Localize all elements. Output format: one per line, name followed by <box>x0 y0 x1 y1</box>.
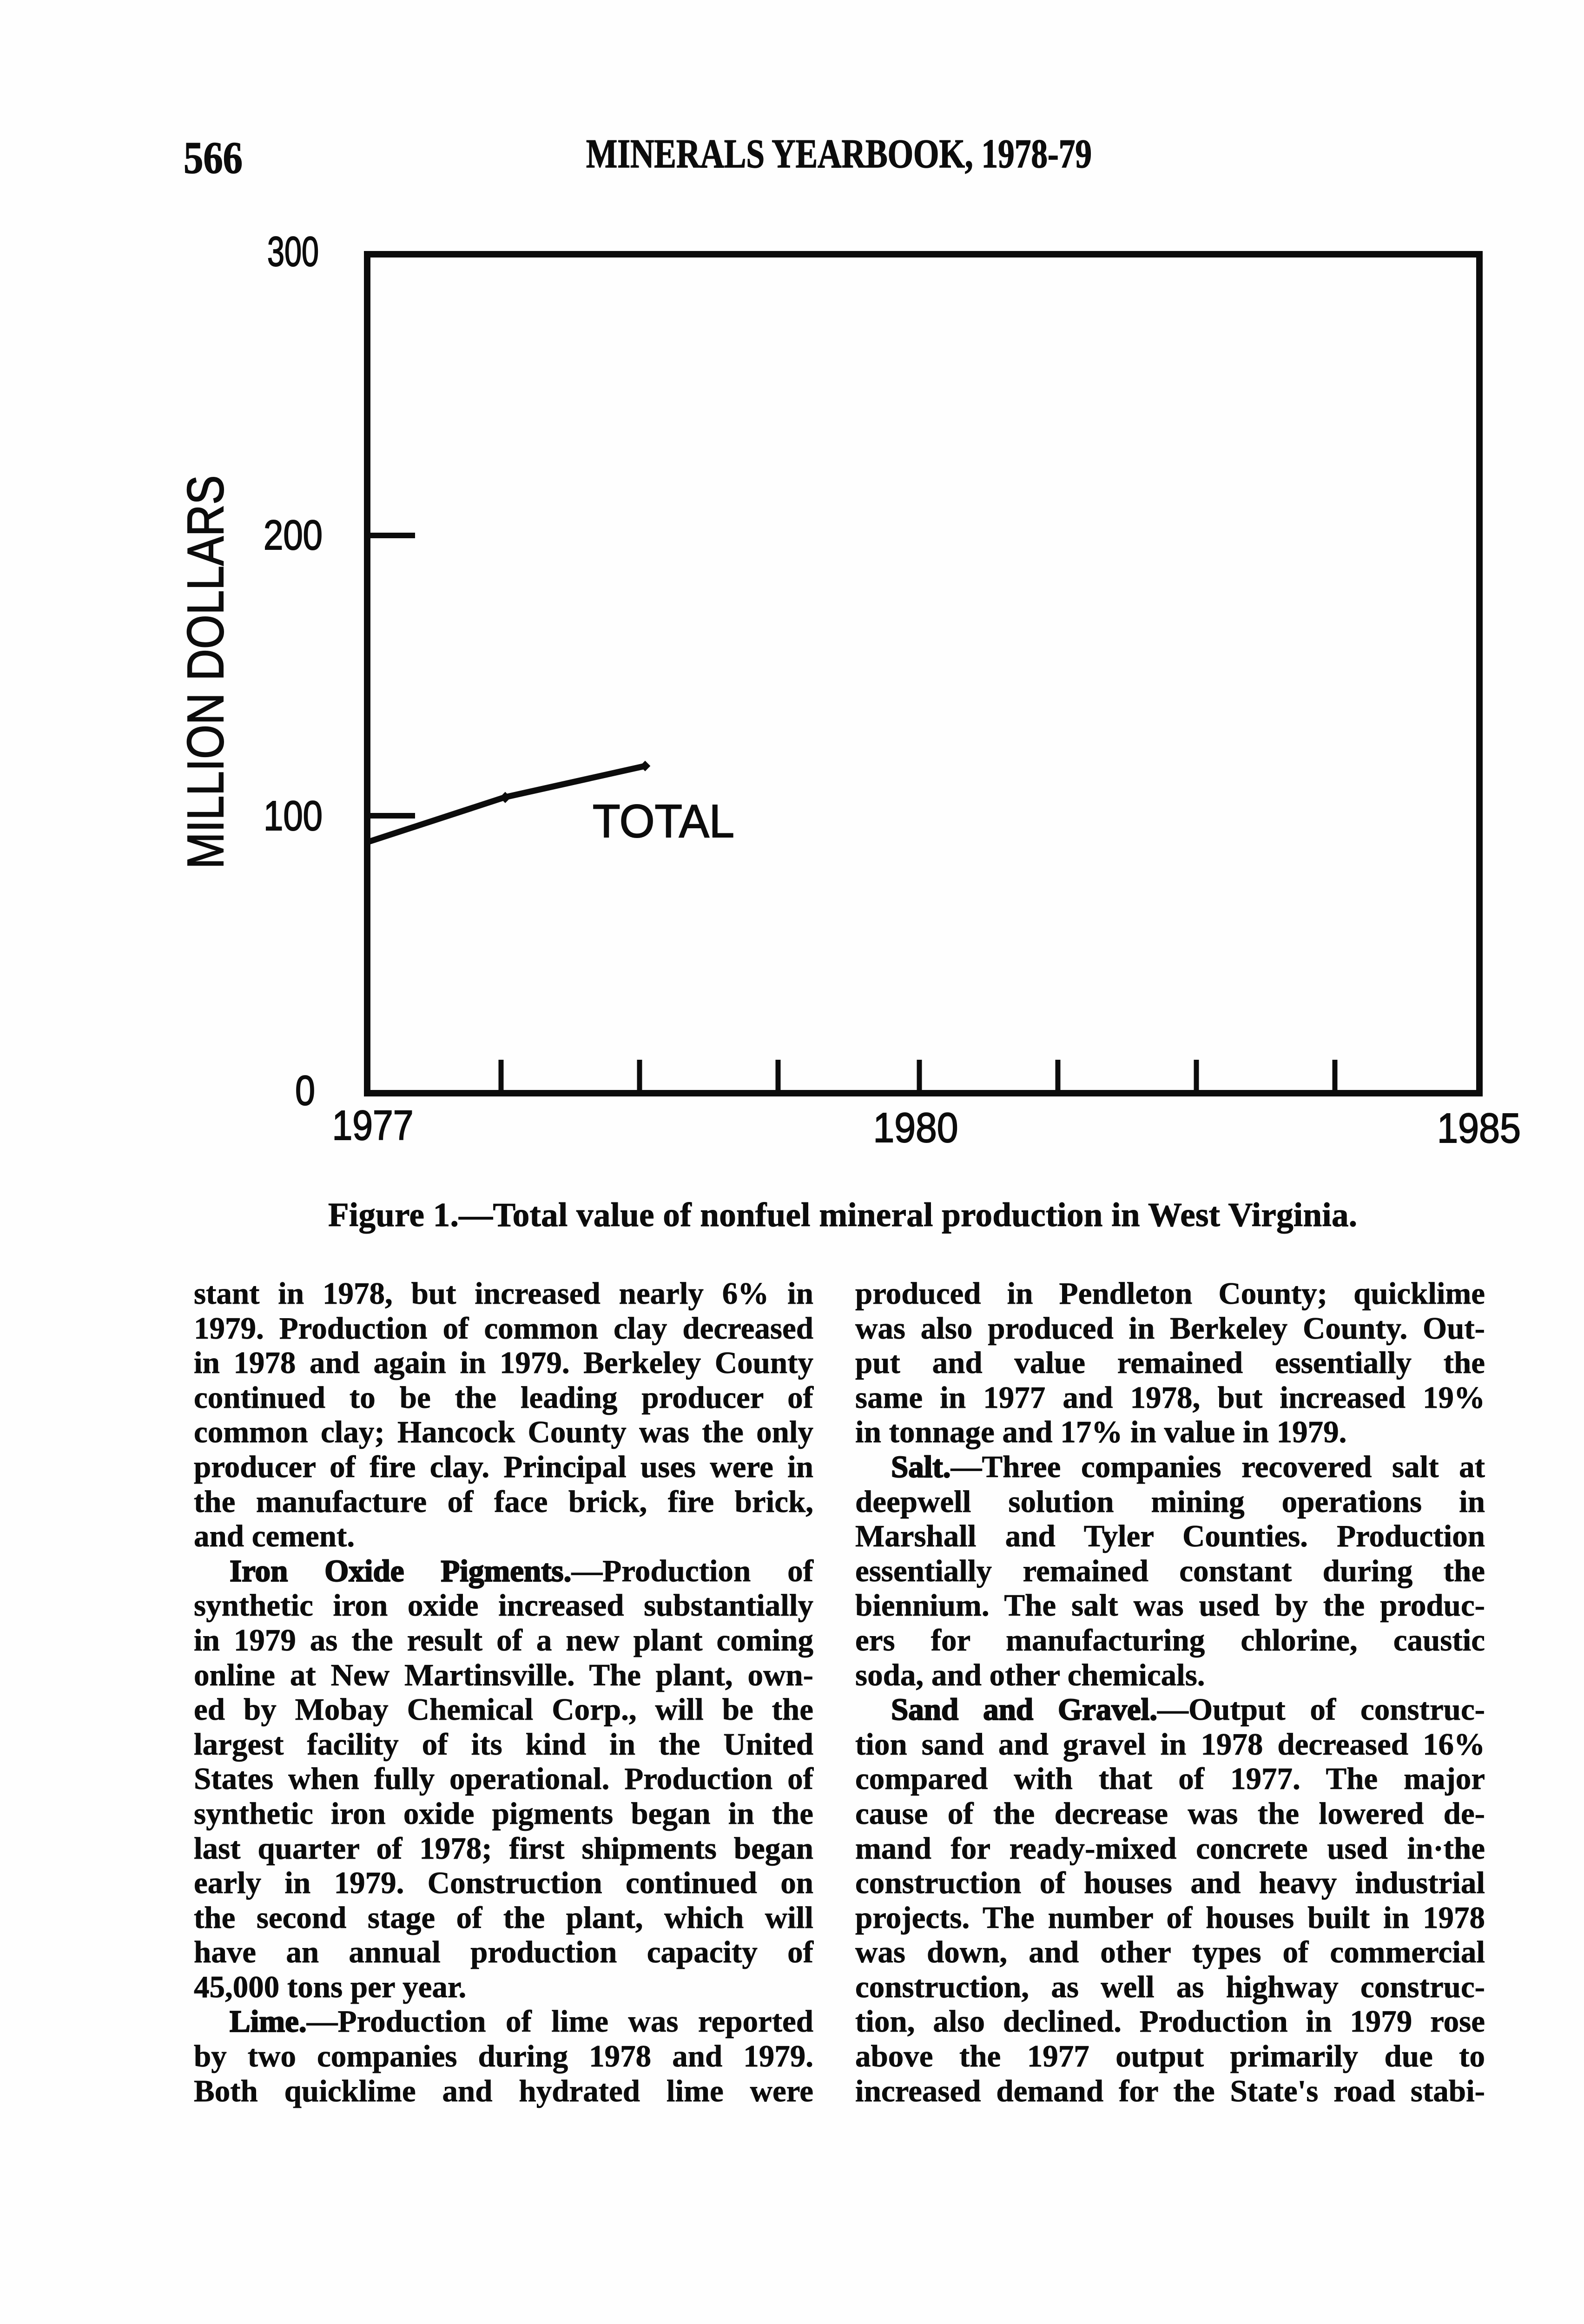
svg-text:0: 0 <box>295 1068 315 1114</box>
svg-text:TOTAL: TOTAL <box>593 795 734 847</box>
svg-text:1980: 1980 <box>873 1105 958 1151</box>
svg-text:MINERALS YEARBOOK, 1978-79: MINERALS YEARBOOK, 1978-79 <box>586 132 1092 177</box>
svg-text:1977: 1977 <box>332 1103 414 1149</box>
svg-text:566: 566 <box>184 133 243 183</box>
svg-text:100: 100 <box>264 793 323 839</box>
svg-text:MILLION DOLLARS: MILLION DOLLARS <box>177 475 234 869</box>
svg-text:200: 200 <box>264 512 323 559</box>
svg-text:1985: 1985 <box>1437 1105 1521 1152</box>
svg-text:300: 300 <box>267 229 319 275</box>
